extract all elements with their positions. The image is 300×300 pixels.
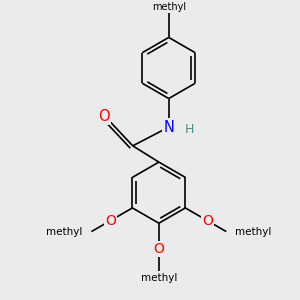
Text: N: N [163,120,174,135]
Text: O: O [105,214,116,228]
Text: methyl: methyl [235,226,272,237]
Text: methyl: methyl [46,226,82,237]
Text: O: O [202,214,213,228]
Text: H: H [185,123,194,136]
Text: methyl: methyl [152,2,186,12]
Text: O: O [98,109,110,124]
Text: O: O [153,242,164,256]
Text: methyl: methyl [141,273,177,283]
